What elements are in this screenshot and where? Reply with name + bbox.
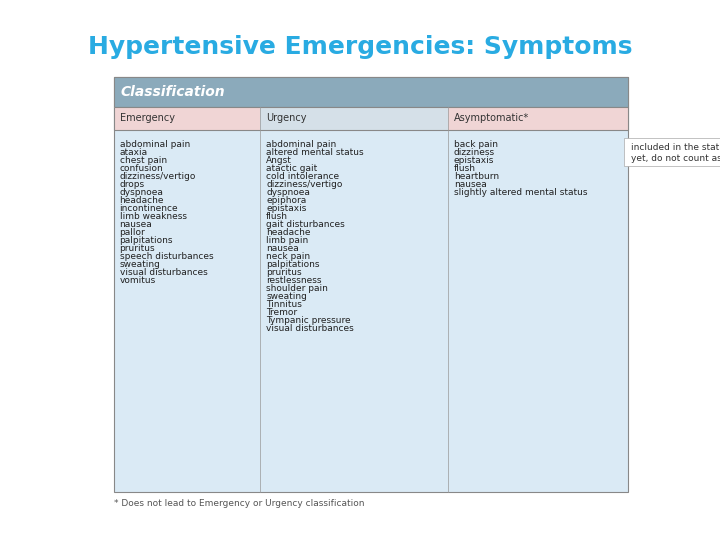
Text: headache: headache <box>266 228 310 237</box>
Text: abdominal pain: abdominal pain <box>266 140 336 150</box>
Bar <box>114 107 260 130</box>
Text: dyspnoea: dyspnoea <box>120 188 163 197</box>
Text: Tinnitus: Tinnitus <box>266 300 302 309</box>
Text: drops: drops <box>120 180 145 190</box>
Text: slightly altered mental status: slightly altered mental status <box>454 188 588 197</box>
Text: * Does not lead to Emergency or Urgency classification: * Does not lead to Emergency or Urgency … <box>114 499 364 508</box>
Text: flush: flush <box>454 164 476 173</box>
Text: pruritus: pruritus <box>266 268 302 277</box>
Text: gait disturbances: gait disturbances <box>266 220 345 230</box>
Text: epistaxis: epistaxis <box>266 204 307 213</box>
Text: flush: flush <box>266 212 288 221</box>
Text: epiphora: epiphora <box>266 197 306 205</box>
Text: visual disturbances: visual disturbances <box>120 268 207 277</box>
Text: included in the statistics,
yet, do not count as overt symptoms: included in the statistics, yet, do not … <box>631 143 720 163</box>
Bar <box>114 77 628 492</box>
Bar <box>114 77 628 107</box>
Text: heartburn: heartburn <box>454 172 499 181</box>
Text: dyspnoea: dyspnoea <box>266 188 310 197</box>
Text: Asymptomatic*: Asymptomatic* <box>454 113 529 123</box>
Text: limb weakness: limb weakness <box>120 212 186 221</box>
Text: dizziness: dizziness <box>454 148 495 157</box>
Bar <box>260 107 448 130</box>
Text: dizziness/vertigo: dizziness/vertigo <box>120 172 196 181</box>
Text: nausea: nausea <box>266 244 299 253</box>
Text: palpitations: palpitations <box>266 260 320 269</box>
Text: Emergency: Emergency <box>120 113 174 123</box>
Text: confusion: confusion <box>120 164 163 173</box>
Text: vomitus: vomitus <box>120 276 156 285</box>
Text: pruritus: pruritus <box>120 244 155 253</box>
Text: altered mental status: altered mental status <box>266 148 364 157</box>
Text: restlessness: restlessness <box>266 276 322 285</box>
Text: limb pain: limb pain <box>266 237 308 245</box>
Bar <box>624 138 720 166</box>
Text: cold intolerance: cold intolerance <box>266 172 339 181</box>
Text: pallor: pallor <box>120 228 145 237</box>
Text: sweating: sweating <box>120 260 161 269</box>
Text: palpitations: palpitations <box>120 237 173 245</box>
Text: epistaxis: epistaxis <box>454 157 494 165</box>
Text: chest pain: chest pain <box>120 157 166 165</box>
Text: Hypertensive Emergencies: Symptoms: Hypertensive Emergencies: Symptoms <box>88 35 632 59</box>
Text: abdominal pain: abdominal pain <box>120 140 190 150</box>
Text: atactic gait: atactic gait <box>266 164 318 173</box>
Text: Classification: Classification <box>121 85 225 99</box>
Text: ataxia: ataxia <box>120 148 148 157</box>
Text: nausea: nausea <box>120 220 152 230</box>
Text: headache: headache <box>120 197 164 205</box>
Text: dizziness/vertigo: dizziness/vertigo <box>266 180 343 190</box>
Text: Urgency: Urgency <box>266 113 307 123</box>
Text: Angst: Angst <box>266 157 292 165</box>
Text: visual disturbances: visual disturbances <box>266 324 354 333</box>
Text: sweating: sweating <box>266 292 307 301</box>
Text: incontinence: incontinence <box>120 204 178 213</box>
Text: speech disturbances: speech disturbances <box>120 252 213 261</box>
Text: neck pain: neck pain <box>266 252 310 261</box>
Text: Tympanic pressure: Tympanic pressure <box>266 316 351 325</box>
Bar <box>114 107 628 130</box>
Text: nausea: nausea <box>454 180 487 190</box>
Text: Tremor: Tremor <box>266 308 297 317</box>
Text: shoulder pain: shoulder pain <box>266 284 328 293</box>
Bar <box>448 107 628 130</box>
Text: back pain: back pain <box>454 140 498 150</box>
